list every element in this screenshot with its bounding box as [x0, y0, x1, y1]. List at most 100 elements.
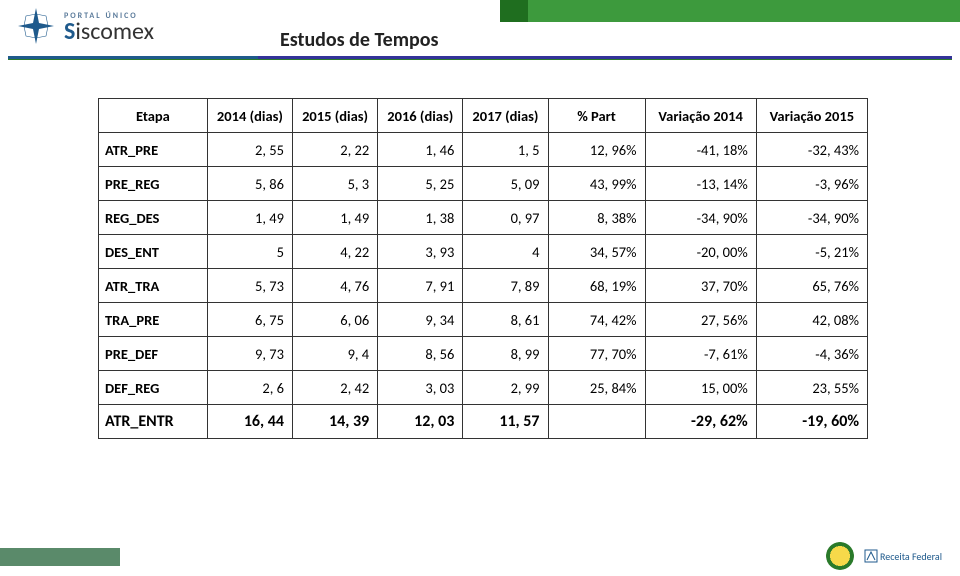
cell-y2015: 9, 4	[293, 337, 378, 371]
cell-y2014: 9, 73	[207, 337, 292, 371]
cell-pct: 12, 96%	[548, 133, 645, 167]
cell-y2015: 6, 06	[293, 303, 378, 337]
cell-v2014: 37, 70%	[645, 269, 756, 303]
cell-y2017: 8, 99	[463, 337, 548, 371]
cell-y2015: 14, 39	[293, 405, 378, 439]
table-row: DES_ENT54, 223, 93434, 57%-20, 00%-5, 21…	[99, 235, 868, 269]
table-row: ATR_TRA5, 734, 767, 917, 8968, 19%37, 70…	[99, 269, 868, 303]
cell-y2016: 7, 91	[378, 269, 463, 303]
page-title: Estudos de Tempos	[280, 28, 438, 52]
cell-v2015: -32, 43%	[756, 133, 867, 167]
cell-pct: 8, 38%	[548, 201, 645, 235]
cell-y2017: 5, 09	[463, 167, 548, 201]
table-row: ATR_PRE2, 552, 221, 461, 512, 96%-41, 18…	[99, 133, 868, 167]
cell-v2015: -34, 90%	[756, 201, 867, 235]
table-row: DEF_REG2, 62, 423, 032, 9925, 84%15, 00%…	[99, 371, 868, 405]
cell-y2015: 4, 76	[293, 269, 378, 303]
cell-v2014: -20, 00%	[645, 235, 756, 269]
cell-y2015: 4, 22	[293, 235, 378, 269]
cell-y2016: 8, 56	[378, 337, 463, 371]
cell-pct: 25, 84%	[548, 371, 645, 405]
cell-v2015: -5, 21%	[756, 235, 867, 269]
cell-etapa: DES_ENT	[99, 235, 208, 269]
cell-v2014: -29, 62%	[645, 405, 756, 439]
cell-etapa: ATR_PRE	[99, 133, 208, 167]
col-y2014: 2014 (dias)	[207, 99, 292, 133]
cell-v2015: -4, 36%	[756, 337, 867, 371]
cell-y2017: 7, 89	[463, 269, 548, 303]
cell-y2015: 2, 42	[293, 371, 378, 405]
cell-y2017: 1, 5	[463, 133, 548, 167]
cell-etapa: DEF_REG	[99, 371, 208, 405]
footer-accent	[0, 548, 120, 566]
cell-y2014: 5	[207, 235, 292, 269]
cell-v2015: -19, 60%	[756, 405, 867, 439]
table-row: PRE_DEF9, 739, 48, 568, 9977, 70%-7, 61%…	[99, 337, 868, 371]
brasil-seal-icon	[826, 542, 854, 570]
cell-y2014: 6, 75	[207, 303, 292, 337]
table-row: TRA_PRE6, 756, 069, 348, 6174, 42%27, 56…	[99, 303, 868, 337]
cell-pct: 77, 70%	[548, 337, 645, 371]
cell-etapa: PRE_DEF	[99, 337, 208, 371]
cell-etapa: PRE_REG	[99, 167, 208, 201]
cell-y2016: 1, 46	[378, 133, 463, 167]
cell-etapa: REG_DES	[99, 201, 208, 235]
col-v2014: Variação 2014	[645, 99, 756, 133]
cell-v2014: -7, 61%	[645, 337, 756, 371]
cell-etapa: ATR_ENTR	[99, 405, 208, 439]
cell-v2015: 42, 08%	[756, 303, 867, 337]
col-v2015: Variação 2015	[756, 99, 867, 133]
cell-y2015: 2, 22	[293, 133, 378, 167]
cell-pct: 68, 19%	[548, 269, 645, 303]
cell-pct: 43, 99%	[548, 167, 645, 201]
cell-pct: 34, 57%	[548, 235, 645, 269]
cell-y2016: 1, 38	[378, 201, 463, 235]
cell-y2014: 2, 6	[207, 371, 292, 405]
cell-v2014: 27, 56%	[645, 303, 756, 337]
cell-y2014: 5, 86	[207, 167, 292, 201]
cell-v2015: 65, 76%	[756, 269, 867, 303]
compass-icon	[16, 6, 56, 51]
col-pct: % Part	[548, 99, 645, 133]
cell-pct	[548, 405, 645, 439]
cell-y2017: 2, 99	[463, 371, 548, 405]
cell-v2015: 23, 55%	[756, 371, 867, 405]
cell-v2014: 15, 00%	[645, 371, 756, 405]
cell-v2014: -41, 18%	[645, 133, 756, 167]
cell-y2016: 12, 03	[378, 405, 463, 439]
cell-etapa: TRA_PRE	[99, 303, 208, 337]
table-row: PRE_REG5, 865, 35, 255, 0943, 99%-13, 14…	[99, 167, 868, 201]
logo-title: Siscomex	[64, 20, 154, 44]
col-y2015: 2015 (dias)	[293, 99, 378, 133]
cell-y2016: 3, 93	[378, 235, 463, 269]
cell-y2016: 5, 25	[378, 167, 463, 201]
col-etapa: Etapa	[99, 99, 208, 133]
footer-logos: Receita Federal	[826, 542, 942, 570]
header-underline	[8, 56, 952, 59]
cell-y2014: 1, 49	[207, 201, 292, 235]
cell-y2016: 9, 34	[378, 303, 463, 337]
col-y2017: 2017 (dias)	[463, 99, 548, 133]
cell-y2015: 1, 49	[293, 201, 378, 235]
table-total-row: ATR_ENTR16, 4414, 3912, 0311, 57 -29, 62%…	[99, 405, 868, 439]
tempos-table: Etapa2014 (dias)2015 (dias)2016 (dias)20…	[98, 98, 868, 439]
cell-y2014: 16, 44	[207, 405, 292, 439]
cell-y2017: 11, 57	[463, 405, 548, 439]
cell-y2016: 3, 03	[378, 371, 463, 405]
cell-y2015: 5, 3	[293, 167, 378, 201]
header-accent-bar	[500, 0, 960, 22]
cell-y2014: 2, 55	[207, 133, 292, 167]
table-row: REG_DES1, 491, 491, 380, 978, 38%-34, 90…	[99, 201, 868, 235]
cell-y2017: 0, 97	[463, 201, 548, 235]
cell-v2014: -13, 14%	[645, 167, 756, 201]
cell-v2015: -3, 96%	[756, 167, 867, 201]
cell-y2017: 4	[463, 235, 548, 269]
cell-v2014: -34, 90%	[645, 201, 756, 235]
col-y2016: 2016 (dias)	[378, 99, 463, 133]
cell-pct: 74, 42%	[548, 303, 645, 337]
cell-etapa: ATR_TRA	[99, 269, 208, 303]
cell-y2014: 5, 73	[207, 269, 292, 303]
siscomex-logo: PORTAL ÚNICO Siscomex	[0, 6, 154, 51]
receita-federal-logo: Receita Federal	[864, 549, 942, 563]
cell-y2017: 8, 61	[463, 303, 548, 337]
